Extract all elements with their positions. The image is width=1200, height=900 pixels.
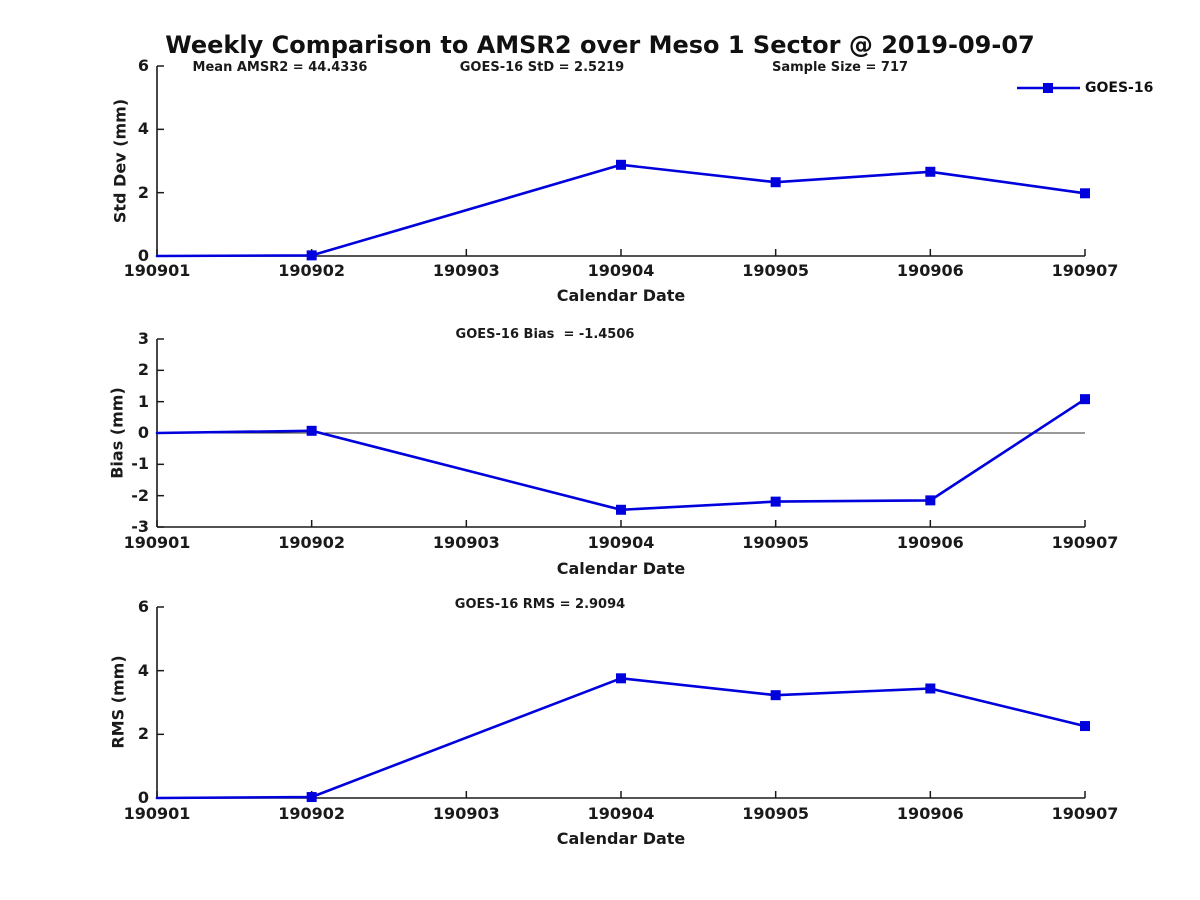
x-tick-label: 190904 bbox=[587, 261, 655, 280]
data-point-marker bbox=[1080, 188, 1090, 199]
y-tick-label: 0 bbox=[137, 423, 149, 442]
y-axis-label-stddev: Std Dev (mm) bbox=[110, 98, 130, 224]
figure-title: Weekly Comparison to AMSR2 over Meso 1 S… bbox=[165, 31, 1035, 59]
x-tick-label: 190907 bbox=[1051, 533, 1119, 552]
y-tick-label: 2 bbox=[137, 724, 149, 744]
x-tick-label: 190906 bbox=[896, 804, 964, 823]
y-tick-label: -3 bbox=[131, 517, 149, 536]
data-line bbox=[155, 397, 1087, 512]
y-tick-label: 4 bbox=[137, 119, 149, 139]
annotation-mean-amsr2: Mean AMSR2 = 44.4336 bbox=[192, 60, 368, 75]
y-tick-label: 6 bbox=[137, 56, 149, 75]
data-point-marker bbox=[306, 425, 317, 436]
data-point-marker bbox=[306, 250, 317, 261]
data-point-marker bbox=[770, 177, 781, 188]
annotation-goes16-bias: GOES-16 Bias = -1.4506 bbox=[455, 327, 635, 342]
x-tick-label: 190905 bbox=[742, 804, 810, 823]
x-tick-label: 190901 bbox=[123, 533, 191, 552]
x-tick-label: 190901 bbox=[123, 261, 191, 280]
y-tick-label: 2 bbox=[137, 360, 149, 380]
data-point-marker bbox=[925, 683, 936, 694]
data-line bbox=[155, 163, 1087, 258]
x-tick-label: 190904 bbox=[587, 533, 655, 552]
data-point-marker bbox=[925, 166, 936, 177]
y-tick-label: 0 bbox=[137, 246, 149, 265]
x-tick-label: 190906 bbox=[896, 261, 964, 280]
legend-marker-sample bbox=[1043, 83, 1053, 93]
y-tick-label: 2 bbox=[137, 182, 149, 202]
y-tick-label: -2 bbox=[131, 485, 149, 505]
data-point-marker bbox=[306, 792, 317, 803]
x-tick-label: 190902 bbox=[278, 804, 346, 823]
data-point-marker bbox=[770, 496, 781, 507]
x-tick-label: 190907 bbox=[1051, 261, 1119, 280]
x-axis-label-calendar-date-3: Calendar Date bbox=[556, 829, 686, 848]
annotation-goes16-rms: GOES-16 RMS = 2.9094 bbox=[454, 597, 626, 612]
y-tick-label: 0 bbox=[137, 788, 149, 807]
data-point-marker bbox=[616, 504, 626, 515]
y-tick-label: 1 bbox=[137, 391, 149, 411]
data-point-marker bbox=[1080, 721, 1090, 732]
x-tick-label: 190902 bbox=[278, 533, 346, 552]
x-tick-label: 190901 bbox=[123, 804, 191, 823]
legend-label: GOES-16 bbox=[1085, 80, 1154, 96]
y-tick-label: -1 bbox=[131, 454, 149, 474]
annotation-goes16-std: GOES-16 StD = 2.5219 bbox=[459, 60, 625, 75]
x-tick-label: 190905 bbox=[742, 533, 810, 552]
y-tick-label: 3 bbox=[137, 329, 149, 348]
x-tick-label: 190907 bbox=[1051, 804, 1119, 823]
x-tick-label: 190905 bbox=[742, 261, 810, 280]
x-tick-label: 190903 bbox=[432, 804, 500, 823]
x-tick-label: 190904 bbox=[587, 804, 655, 823]
x-tick-label: 190903 bbox=[432, 261, 500, 280]
x-axis-label-calendar-date-2: Calendar Date bbox=[556, 559, 686, 578]
data-point-marker bbox=[616, 159, 626, 170]
data-point-marker bbox=[616, 673, 626, 684]
y-tick-label: 4 bbox=[137, 660, 149, 680]
y-tick-label: 6 bbox=[137, 597, 149, 616]
x-tick-label: 190902 bbox=[278, 261, 346, 280]
x-axis-label-calendar-date-1: Calendar Date bbox=[556, 286, 686, 305]
data-point-marker bbox=[925, 495, 936, 506]
annotation-sample-size: Sample Size = 717 bbox=[771, 60, 909, 75]
data-point-marker bbox=[1080, 394, 1090, 405]
x-tick-label: 190906 bbox=[896, 533, 964, 552]
data-line bbox=[155, 676, 1087, 800]
x-tick-label: 190903 bbox=[432, 533, 500, 552]
data-point-marker bbox=[770, 690, 781, 701]
